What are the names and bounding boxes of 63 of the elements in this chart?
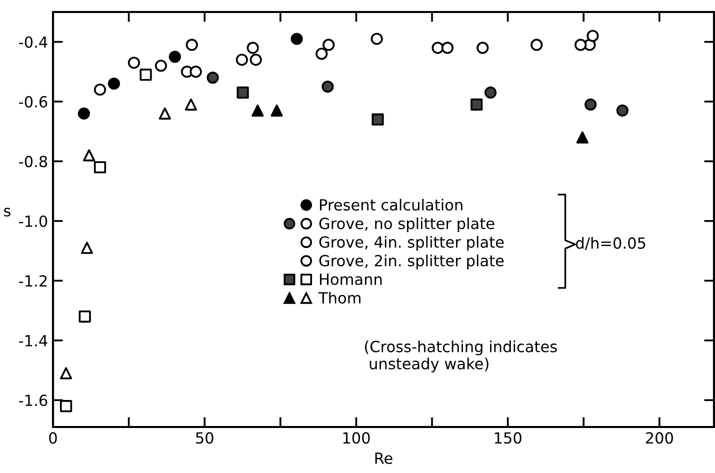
- point: [206, 72, 219, 84]
- y-tick-label: -1.6: [19, 394, 48, 406]
- y-axis-title: s: [4, 208, 10, 217]
- point: [80, 242, 94, 254]
- point: [470, 98, 483, 111]
- y-tick-label: -0.4: [19, 36, 48, 48]
- y-tick-label: -0.8: [19, 156, 48, 168]
- y-tick-label: -1.0: [19, 215, 48, 228]
- point: [616, 104, 628, 117]
- point: [250, 54, 262, 66]
- y-tick-label: -1.2: [19, 275, 47, 287]
- point: [484, 86, 497, 99]
- legend-label: Homann: [320, 274, 382, 286]
- point: [108, 78, 120, 90]
- point: [530, 38, 543, 51]
- x-tick-label: 100: [343, 432, 370, 444]
- point: [158, 107, 171, 120]
- point: [236, 54, 248, 66]
- y-tick-label: -0.6: [19, 96, 48, 108]
- point: [236, 86, 249, 99]
- point: [322, 80, 334, 93]
- annotation: (Cross-hatching indicates unsteady wake): [364, 340, 557, 372]
- point: [476, 42, 489, 54]
- annotation: d/h=0.05: [576, 237, 646, 250]
- point: [60, 400, 72, 412]
- point: [83, 149, 96, 162]
- point: [154, 60, 167, 72]
- x-tick-label: 150: [494, 432, 522, 444]
- y-tick-label: -1.4: [19, 335, 48, 346]
- point: [168, 50, 181, 63]
- legend-label: Grove, 2in. splitter plate: [319, 254, 504, 270]
- x-axis-title: Re: [375, 452, 392, 464]
- legend-label: Grove, 4in. splitter plate: [319, 236, 504, 251]
- point: [252, 104, 264, 117]
- point: [78, 310, 91, 323]
- point: [441, 42, 454, 54]
- point: [94, 84, 106, 96]
- point: [246, 42, 259, 54]
- point: [78, 107, 90, 120]
- point: [316, 48, 328, 60]
- point: [432, 42, 444, 54]
- point: [322, 38, 335, 51]
- point: [584, 98, 597, 111]
- point: [140, 68, 152, 81]
- x-tick-label: 200: [646, 432, 673, 444]
- legend-label: Thom: [318, 292, 360, 304]
- point: [190, 66, 202, 78]
- point: [184, 98, 198, 111]
- point: [586, 30, 599, 42]
- point: [94, 161, 106, 174]
- point: [290, 32, 303, 45]
- point: [128, 56, 140, 69]
- legend-label: Grove, no splitter plate: [319, 217, 494, 232]
- point: [372, 113, 384, 126]
- legend-label: Present calculation: [320, 198, 462, 211]
- x-tick-label: 0: [49, 432, 57, 444]
- point: [370, 32, 383, 45]
- point: [574, 38, 587, 51]
- point: [270, 104, 283, 117]
- x-tick-label: 50: [196, 432, 214, 444]
- point: [576, 131, 588, 144]
- point: [186, 38, 198, 51]
- point: [60, 367, 72, 380]
